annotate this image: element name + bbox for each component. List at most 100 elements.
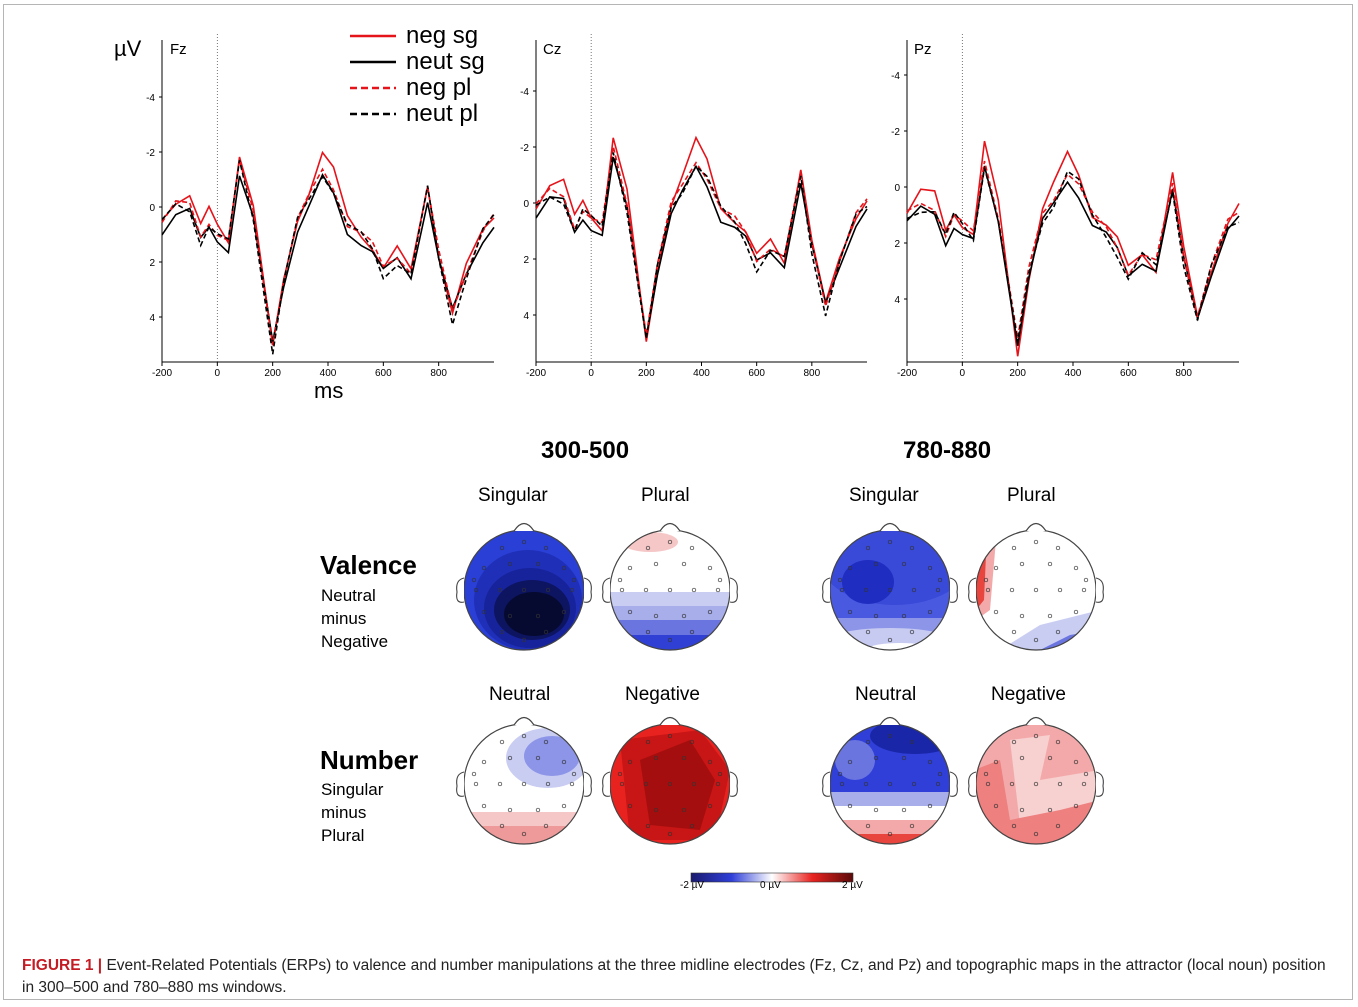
electrode-marker — [909, 629, 915, 635]
electrode-marker — [1011, 739, 1017, 745]
erp-trace-neg-pl — [161, 159, 495, 346]
electrode-marker — [901, 755, 907, 761]
electrode-marker — [1081, 781, 1087, 787]
electrode-marker — [1047, 613, 1053, 619]
electrode-marker — [1033, 831, 1039, 837]
x-tick-label: -200 — [897, 368, 917, 379]
window-title-2: 780-880 — [903, 437, 992, 464]
col-label-negative-2: Negative — [991, 684, 1066, 705]
y-tick-label: -4 — [520, 87, 529, 98]
electrode-marker — [927, 803, 933, 809]
electrode-marker — [617, 577, 623, 583]
electrode-marker — [927, 609, 933, 615]
electrode-marker — [887, 539, 893, 545]
right-ear-shape — [729, 577, 738, 603]
right-ear-shape — [729, 771, 738, 797]
electrode-marker — [569, 781, 575, 787]
x-tick-label: 800 — [1175, 368, 1192, 379]
erp-trace-neg-pl — [906, 160, 1240, 339]
electrode-marker — [1073, 609, 1079, 615]
electrode-marker — [1019, 755, 1025, 761]
electrode-marker — [847, 565, 853, 571]
caption-label: FIGURE 1 | — [22, 957, 103, 974]
electrode-marker — [543, 739, 549, 745]
electrode-marker — [935, 587, 941, 593]
electrode-marker — [691, 781, 697, 787]
erp-trace-neg-sg — [535, 135, 868, 342]
electrode-marker — [471, 771, 477, 777]
electrode-marker — [911, 781, 917, 787]
electrode-marker — [535, 561, 541, 567]
electrode-label: Fz — [170, 41, 187, 58]
topomap-number-neutral-780-880 — [830, 724, 950, 844]
electrode-marker — [927, 565, 933, 571]
electrode-marker — [667, 539, 673, 545]
electrode-marker — [1011, 823, 1017, 829]
col-label-singular-1: Singular — [478, 485, 548, 506]
electrode-marker — [993, 565, 999, 571]
erp-trace-neut-pl — [161, 160, 495, 355]
left-ear-shape — [456, 577, 465, 603]
units-label: µV — [114, 36, 142, 61]
electrode-marker — [535, 613, 541, 619]
erp-panel-cz: Cz -4 -2 0 2 4 -200 0 200 400 600 800 — [520, 34, 868, 379]
y-tick-label: 4 — [523, 311, 529, 322]
electrode-marker — [1073, 759, 1079, 765]
topomap-valence-singular-300-500 — [464, 530, 584, 650]
nose-shape — [659, 716, 681, 726]
electrode-marker — [707, 759, 713, 765]
electrode-marker — [715, 587, 721, 593]
electrode-marker — [667, 781, 673, 787]
electrode-marker — [667, 637, 673, 643]
electrode-marker — [993, 759, 999, 765]
electrode-marker — [707, 565, 713, 571]
electrode-marker — [887, 733, 893, 739]
erp-trace-neut-sg — [906, 165, 1240, 346]
colorbar-mid-label: 0 µV — [760, 880, 781, 891]
x-tick-label: 400 — [693, 368, 710, 379]
electrode-marker — [1055, 739, 1061, 745]
electrode-marker — [499, 545, 505, 551]
electrode-marker — [667, 831, 673, 837]
electrode-marker — [1047, 755, 1053, 761]
nose-shape — [513, 522, 535, 532]
electrode-marker — [863, 781, 869, 787]
electrode-marker — [619, 587, 625, 593]
electrode-marker — [1009, 587, 1015, 593]
y-tick-label: 4 — [894, 295, 900, 306]
electrode-marker — [645, 823, 651, 829]
nose-shape — [879, 522, 901, 532]
right-ear-shape — [583, 771, 592, 797]
x-tick-label: -200 — [526, 368, 546, 379]
electrode-marker — [837, 577, 843, 583]
electrode-marker — [847, 759, 853, 765]
electrode-marker — [873, 561, 879, 567]
electrode-marker — [1055, 629, 1061, 635]
electrode-marker — [481, 759, 487, 765]
x-tick-label: 400 — [1065, 368, 1082, 379]
electrode-marker — [993, 609, 999, 615]
y-tick-label: -2 — [146, 148, 155, 159]
electrode-marker — [837, 771, 843, 777]
electrode-marker — [481, 565, 487, 571]
row-title-valence: Valence — [320, 550, 417, 580]
y-tick-label: 4 — [149, 313, 155, 324]
electrode-marker — [473, 781, 479, 787]
electrode-marker — [571, 577, 577, 583]
legend-label: neg pl — [406, 74, 471, 101]
electrode-marker — [645, 545, 651, 551]
topomap-number-negative-300-500 — [610, 724, 730, 844]
electrode-marker — [507, 807, 513, 813]
electrode-marker — [471, 577, 477, 583]
colorbar-min-label: -2 µV — [680, 880, 704, 891]
electrode-marker — [653, 613, 659, 619]
electrode-marker — [911, 587, 917, 593]
electrode-marker — [865, 629, 871, 635]
row-subtitle-number: Singular minus Plural — [321, 780, 384, 845]
electrode-marker — [1019, 613, 1025, 619]
y-tick-label: 0 — [894, 183, 900, 194]
electrode-marker — [507, 755, 513, 761]
electrode-marker — [681, 807, 687, 813]
electrode-marker — [887, 781, 893, 787]
electrode-marker — [993, 803, 999, 809]
